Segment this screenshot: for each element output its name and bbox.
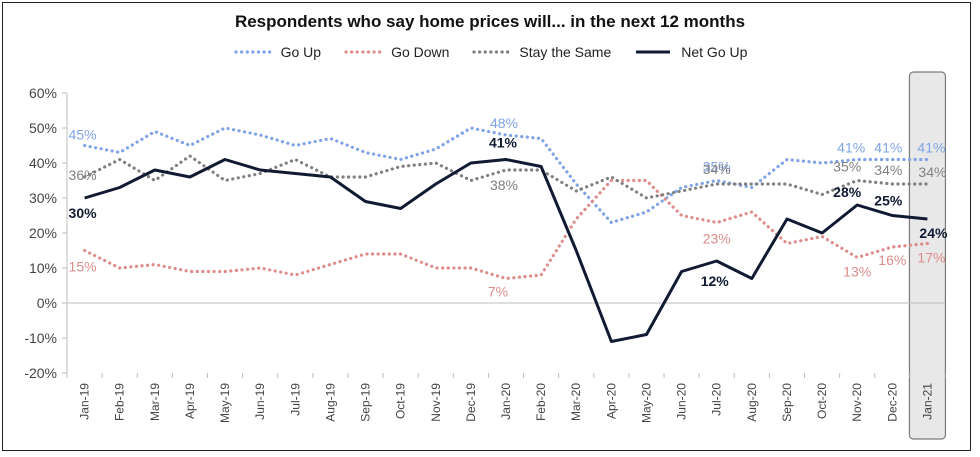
legend-item-stay-the-same: Stay the Same [471,44,611,60]
highlight-box [908,71,947,440]
y-tick-label: 10% [29,260,57,276]
data-label-stay-the-same: 34% [918,164,946,180]
x-tick-label: Jan-19 [78,383,92,420]
legend-item-go-down: Go Down [343,44,449,60]
data-label-net-go-up: 28% [833,184,862,200]
data-label-go-down: 17% [917,250,945,266]
x-tick-label: Dec-19 [464,383,478,422]
data-label-go-down: 16% [878,252,906,268]
data-label-net-go-up: 25% [874,193,903,209]
legend-swatch-go-down [344,50,382,54]
x-tick-label: Nov-20 [850,383,864,422]
data-label-go-down: 7% [488,284,508,300]
legend-label: Stay the Same [519,44,612,60]
y-tick-label: 50% [29,120,57,136]
x-tick-label: Mar-20 [569,383,583,421]
x-tick-label: Aug-19 [323,383,337,422]
y-tick-label: 30% [29,190,57,206]
legend-label: Net Go Up [681,44,748,60]
data-label-go-up: 41% [874,140,902,156]
chart-title: Respondents who say home prices will... … [234,12,746,31]
x-tick-label: Dec-20 [885,383,899,422]
x-tick-label: Jul-20 [710,383,724,416]
legend-swatch-stay-the-same [472,50,511,54]
x-tick-label: Apr-19 [183,383,197,419]
x-tick-label: Aug-20 [745,383,759,422]
data-label-go-up: 41% [837,140,865,156]
legend: Go Up Go Down Stay the Same Net Go Up [0,44,980,60]
x-tick-label: Feb-20 [534,383,548,421]
x-tick-label: Mar-19 [148,383,162,421]
series-line-net-go-up [84,158,928,343]
x-tick-label: Oct-20 [815,383,829,419]
data-label-go-up: 48% [490,115,518,131]
x-tick-label: Feb-19 [113,383,127,421]
data-label-stay-the-same: 36% [69,167,97,183]
legend-swatch-net-go-up [636,50,671,54]
legend-label: Go Down [391,44,450,60]
x-tick-label: Oct-19 [394,383,408,419]
x-tick-label: May-20 [639,383,653,423]
x-tick-label: Jul-19 [288,383,302,416]
x-tick-label: Apr-20 [604,383,618,419]
data-label-go-down: 13% [843,264,871,280]
data-label-net-go-up: 12% [701,273,730,289]
y-tick-label: 40% [29,155,57,171]
legend-item-net-go-up: Net Go Up [633,44,747,60]
data-label-net-go-up: 41% [489,135,518,151]
data-label-stay-the-same: 35% [833,159,861,175]
data-label-go-down: 23% [703,231,731,247]
data-label-stay-the-same: 38% [490,177,518,193]
data-label-stay-the-same: 34% [874,162,902,178]
legend-label: Go Up [280,44,322,60]
data-label-stay-the-same: 34% [703,161,731,177]
data-label-go-down: 15% [69,259,97,275]
y-tick-label: 60% [29,85,57,101]
y-tick-label: -10% [24,330,57,346]
data-label-net-go-up: 30% [69,205,98,221]
x-tick-label: Jan-21 [920,383,934,420]
legend-item-go-up: Go Up [233,44,321,60]
data-label-net-go-up: 24% [919,225,948,241]
y-tick-label: 0% [37,295,57,311]
x-tick-label: May-19 [218,383,232,423]
data-label-go-up: 41% [917,140,945,156]
data-label-go-up: 35% [703,159,731,175]
x-tick-label: Jun-20 [675,383,689,420]
y-tick-label: 20% [29,225,57,241]
x-tick-label: Jan-20 [499,383,513,420]
x-tick-label: Jun-19 [253,383,267,420]
x-tick-label: Sep-20 [780,383,794,422]
x-tick-label: Nov-19 [429,383,443,422]
series-line-go-up [82,126,930,225]
y-tick-label: -20% [24,365,57,381]
legend-swatch-go-up [233,50,272,54]
series-line-go-down [82,178,930,281]
data-label-go-up: 45% [69,127,97,143]
x-tick-label: Sep-19 [359,383,373,422]
